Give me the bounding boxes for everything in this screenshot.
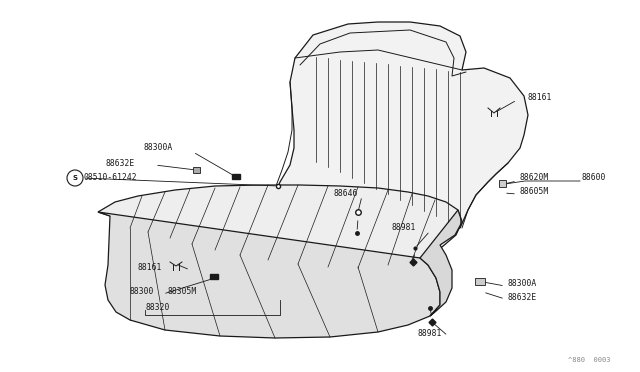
Polygon shape (98, 185, 462, 270)
Text: 88620M: 88620M (519, 173, 548, 183)
Text: ^880  0003: ^880 0003 (568, 357, 611, 363)
Text: 88605M: 88605M (519, 187, 548, 196)
Text: 88600: 88600 (582, 173, 606, 183)
Polygon shape (98, 212, 440, 338)
Bar (193, 167, 200, 173)
Text: 88300A: 88300A (508, 279, 537, 288)
Polygon shape (270, 22, 528, 260)
Bar (499, 180, 506, 187)
Text: 88646: 88646 (333, 189, 357, 198)
Text: S: S (72, 175, 77, 181)
Text: 88632E: 88632E (105, 158, 134, 167)
Text: 88320: 88320 (145, 302, 170, 311)
Text: 88981: 88981 (392, 224, 417, 232)
Bar (232, 174, 240, 179)
Polygon shape (420, 210, 462, 316)
Text: 08510-61242: 08510-61242 (83, 173, 136, 183)
Text: 88305M: 88305M (168, 288, 197, 296)
Text: 88300: 88300 (130, 288, 154, 296)
Text: 88161: 88161 (138, 263, 163, 272)
Bar (210, 274, 218, 279)
Text: 88161: 88161 (527, 93, 552, 102)
Text: 88300A: 88300A (143, 144, 172, 153)
Text: 88632E: 88632E (508, 292, 537, 301)
Text: 88981: 88981 (418, 328, 442, 337)
Bar (475, 278, 485, 285)
